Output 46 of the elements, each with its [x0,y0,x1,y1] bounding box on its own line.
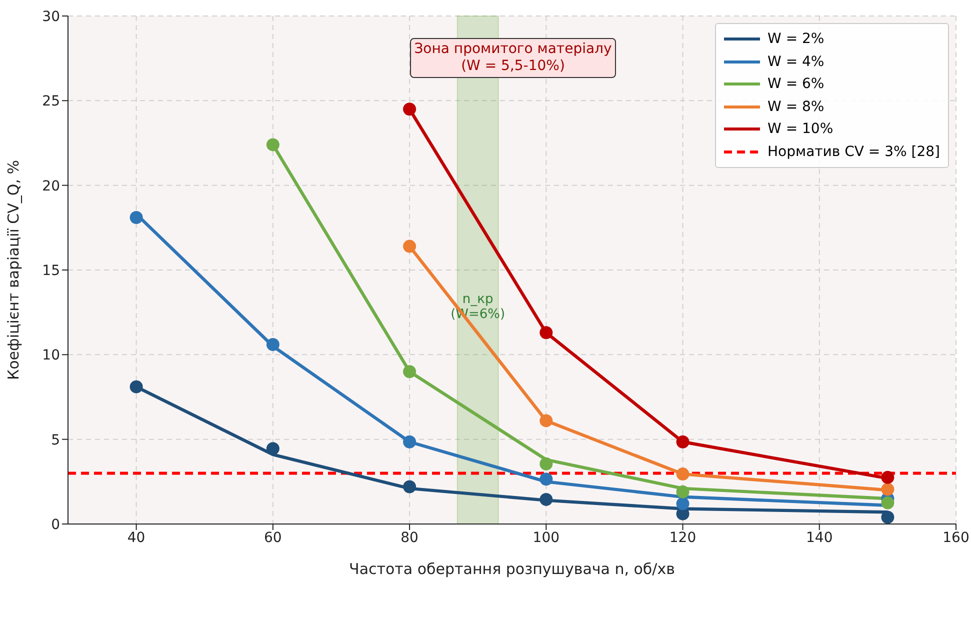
point [403,365,416,378]
legend-label: W = 6% [768,76,824,92]
y-tick-label: 25 [42,94,60,110]
point [676,468,690,481]
point [540,472,553,486]
y-tick-label: 15 [42,262,60,279]
point [130,211,143,224]
point [540,326,553,340]
x-tick-label: 60 [264,530,282,546]
point [881,496,894,510]
annotation: Зона промитого матеріалу (W = 5,5-10%) [411,41,615,75]
y-tick-label: 20 [42,178,60,194]
point [403,240,416,253]
point [881,470,894,484]
y-tick-label: 10 [42,348,60,364]
point [403,480,416,494]
point [676,485,690,498]
point [676,435,690,448]
point [881,510,894,524]
x-tick-label: 140 [806,530,833,546]
point [676,497,690,510]
point [881,482,894,496]
x-axis-title: Частота обертання розпушувача n, об/хв [349,560,675,578]
legend-label: W = 10% [768,121,834,138]
legend-label: W = 2% [768,31,824,48]
x-tick-label: 80 [400,530,418,546]
y-axis-title: Коефіцієнт варіації CV_Q, % [4,160,22,380]
point [540,414,553,428]
x-tick-label: 100 [532,530,560,546]
point [540,492,553,506]
y-tick-label: 30 [42,8,60,25]
point [266,338,280,352]
point [403,102,416,116]
point [266,442,280,456]
x-tick-label: 120 [669,530,696,546]
y-tick-label: 0 [51,516,60,533]
y-tick-label: 5 [51,432,60,448]
x-tick-label: 160 [942,530,970,546]
legend-label: Норматив CV = 3% [28] [768,144,940,160]
legend-label: W = 4% [768,54,824,70]
point [403,435,416,448]
legend-label: W = 8% [768,98,824,115]
point [540,457,553,470]
x-tick-label: 40 [127,530,146,546]
point [130,380,143,394]
point [266,138,280,152]
